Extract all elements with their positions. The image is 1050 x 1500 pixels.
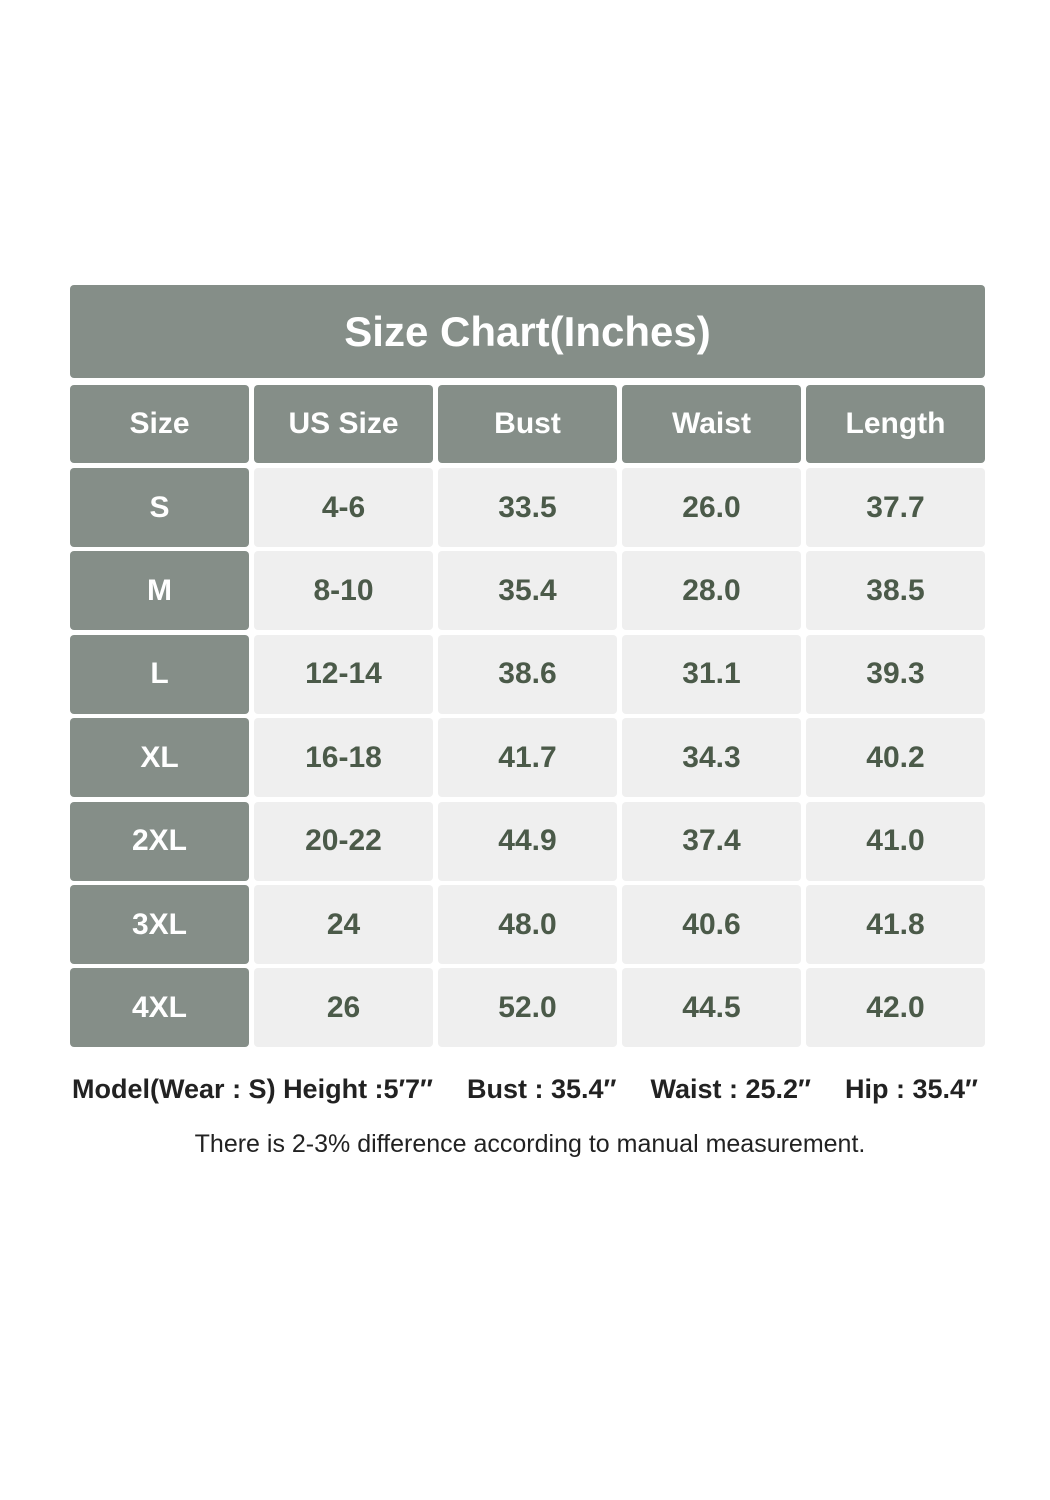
table-cell: 8-10 — [254, 551, 433, 631]
column-header: Size — [70, 385, 249, 463]
table-cell: 38.6 — [438, 634, 617, 714]
table-cell: 41.7 — [438, 718, 617, 798]
table-cell: 37.4 — [622, 801, 801, 881]
row-header: 2XL — [70, 801, 249, 881]
table-cell: 34.3 — [622, 718, 801, 798]
column-header: US Size — [254, 385, 433, 463]
table-cell: 24 — [254, 885, 433, 964]
table-cell: 16-18 — [254, 718, 433, 798]
table-cell: 42.0 — [806, 968, 985, 1048]
table-cell: 26.0 — [622, 468, 801, 547]
model-info: Model(Wear : S) Height :5′7″ Bust : 35.4″… — [0, 1074, 1050, 1114]
model-measurement: Bust : 35.4″ — [467, 1074, 617, 1104]
table-cell: 35.4 — [438, 551, 617, 631]
column-header: Waist — [622, 385, 801, 463]
table-cell: 41.8 — [806, 885, 985, 964]
table-cell: 44.5 — [622, 968, 801, 1048]
row-header: 4XL — [70, 968, 249, 1048]
row-header: XL — [70, 718, 249, 798]
note: There is 2-3% difference according to ma… — [194, 1130, 866, 1158]
model-measurement: Hip : 35.4″ — [844, 1074, 978, 1104]
table-cell: 31.1 — [622, 634, 801, 714]
table-cell: 39.3 — [806, 634, 985, 714]
model-measurement: Model(Wear : S) Height :5′7″ — [72, 1074, 433, 1104]
table-cell: 33.5 — [438, 468, 617, 547]
table-cell: 20-22 — [254, 801, 433, 881]
table-cell: 41.0 — [806, 801, 985, 881]
column-header: Bust — [438, 385, 617, 463]
table-cell: 12-14 — [254, 634, 433, 714]
chart-title: Size Chart(Inches) — [70, 285, 985, 378]
table-cell: 28.0 — [622, 551, 801, 631]
table-cell: 4-6 — [254, 468, 433, 547]
row-header: M — [70, 551, 249, 631]
model-measurement: Waist : 25.2″ — [650, 1074, 811, 1104]
row-header: L — [70, 634, 249, 714]
column-header: Length — [806, 385, 985, 463]
table-cell: 26 — [254, 968, 433, 1048]
table-cell: 40.6 — [622, 885, 801, 964]
table-cell: 40.2 — [806, 718, 985, 798]
table-cell: 37.7 — [806, 468, 985, 547]
table-cell: 48.0 — [438, 885, 617, 964]
row-header: S — [70, 468, 249, 547]
table-cell: 52.0 — [438, 968, 617, 1048]
table-cell: 38.5 — [806, 551, 985, 631]
row-header: 3XL — [70, 885, 249, 964]
table-cell: 44.9 — [438, 801, 617, 881]
